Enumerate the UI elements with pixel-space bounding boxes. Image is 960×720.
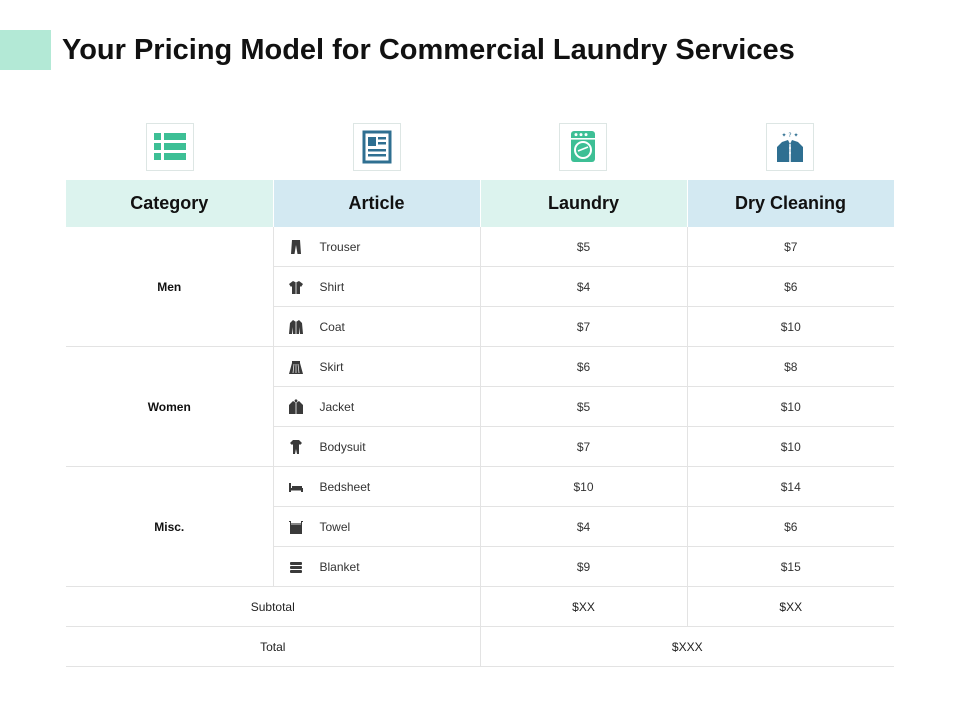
dry-cleaning-price-cell: $6 (686, 506, 894, 547)
dry-cleaning-column-icon: ✦ ? ✦ (766, 123, 814, 171)
table-header-row: Category Article Laundry Dry Cleaning (66, 180, 895, 227)
table-row: Shirt $4 $6 (66, 266, 894, 307)
article-column-icon (353, 123, 401, 171)
article-label: Blanket (319, 559, 360, 574)
category-cell: Men (66, 227, 273, 347)
subtotal-label: Subtotal (66, 586, 480, 627)
article-cell: Towel (272, 506, 480, 547)
header-category: Category (66, 180, 274, 227)
category-cell: Misc. (66, 466, 273, 587)
jacket-icon (288, 398, 304, 415)
subtotal-row: Subtotal $XX $XX (66, 586, 894, 627)
article-content: Bodysuit (288, 439, 480, 455)
document-icon (362, 130, 392, 164)
pricing-table: Category Article Laundry Dry Cleaning Me… (66, 180, 895, 667)
article-content: Blanket (288, 559, 480, 575)
table-row: Jacket $5 $10 (66, 386, 894, 427)
article-content: Towel (288, 519, 480, 535)
header-laundry: Laundry (480, 180, 688, 227)
dry-cleaning-price-cell: $6 (686, 266, 894, 307)
article-label: Trouser (319, 239, 361, 254)
svg-text:✦ ? ✦: ✦ ? ✦ (781, 132, 798, 139)
dry-cleaning-price-cell: $10 (686, 426, 894, 467)
total-row: Total $XXX (66, 626, 894, 667)
washing-machine-icon (571, 131, 595, 162)
article-label: Bodysuit (319, 439, 366, 454)
article-content: Trouser (288, 239, 480, 255)
bodysuit-icon (288, 439, 304, 455)
article-label: Shirt (319, 279, 345, 294)
laundry-price-cell: $4 (479, 266, 687, 307)
article-label: Skirt (319, 359, 344, 374)
article-content: Coat (288, 319, 480, 335)
subtotal-laundry-cell: $XX (479, 586, 687, 627)
laundry-price-cell: $5 (479, 386, 687, 427)
header-article: Article (273, 180, 481, 227)
trouser-icon (288, 239, 304, 255)
page-title: Your Pricing Model for Commercial Laundr… (62, 34, 795, 66)
laundry-price-cell: $7 (479, 306, 687, 347)
table-row: Bodysuit $7 $10 (66, 426, 894, 467)
article-cell: Blanket (272, 546, 480, 587)
laundry-price-cell: $10 (479, 466, 687, 507)
coat-icon (288, 319, 304, 335)
table-row: Misc. Bedsheet $10 $14 (66, 466, 894, 587)
table-row: Towel $4 $6 (66, 506, 894, 547)
laundry-price-cell: $9 (479, 546, 687, 587)
category-cell: Women (66, 346, 273, 467)
table-row: Blanket $9 $15 (66, 546, 894, 587)
total-label: Total (66, 626, 480, 667)
article-content: Jacket (288, 398, 480, 415)
dry-cleaning-price-cell: $10 (686, 386, 894, 427)
article-label: Bedsheet (319, 479, 371, 494)
laundry-price-cell: $7 (479, 426, 687, 467)
dry-cleaning-price-cell: $8 (686, 346, 894, 387)
article-cell: Bodysuit (272, 426, 480, 467)
article-cell: Trouser (272, 227, 480, 267)
article-cell: Coat (272, 306, 480, 347)
table-row: Men Trouser $5 $7 (66, 227, 894, 347)
dry-cleaning-price-cell: $15 (686, 546, 894, 587)
bed-icon (288, 479, 304, 495)
article-cell: Shirt (272, 266, 480, 307)
skirt-icon (288, 359, 304, 375)
article-cell: Bedsheet (272, 466, 480, 507)
article-cell: Jacket (272, 386, 480, 427)
article-content: Shirt (288, 279, 480, 295)
laundry-price-cell: $4 (479, 506, 687, 547)
blanket-icon (288, 559, 304, 575)
table-row: Coat $7 $10 (66, 306, 894, 347)
towel-icon (288, 519, 304, 535)
header-dry-cleaning: Dry Cleaning (687, 180, 895, 227)
article-label: Coat (319, 319, 345, 334)
dry-cleaning-price-cell: $14 (686, 466, 894, 507)
dry-cleaning-icon: ✦ ? ✦ (777, 132, 803, 162)
article-label: Towel (319, 519, 351, 534)
total-value-cell: $XXX (479, 626, 894, 667)
subtotal-dry-cleaning-cell: $XX (686, 586, 894, 627)
table-row: Women Skirt $6 $8 (66, 346, 894, 467)
article-content: Skirt (288, 359, 480, 375)
laundry-column-icon (559, 123, 607, 171)
article-cell: Skirt (272, 346, 480, 387)
article-label: Jacket (319, 399, 355, 414)
category-column-icon (146, 123, 194, 171)
laundry-price-cell: $5 (479, 227, 687, 267)
dry-cleaning-price-cell: $7 (686, 227, 894, 267)
dry-cleaning-price-cell: $10 (686, 306, 894, 347)
shirt-icon (288, 279, 304, 295)
laundry-price-cell: $6 (479, 346, 687, 387)
list-icon (154, 133, 186, 160)
title-accent-bar (0, 30, 51, 70)
article-content: Bedsheet (288, 479, 480, 495)
